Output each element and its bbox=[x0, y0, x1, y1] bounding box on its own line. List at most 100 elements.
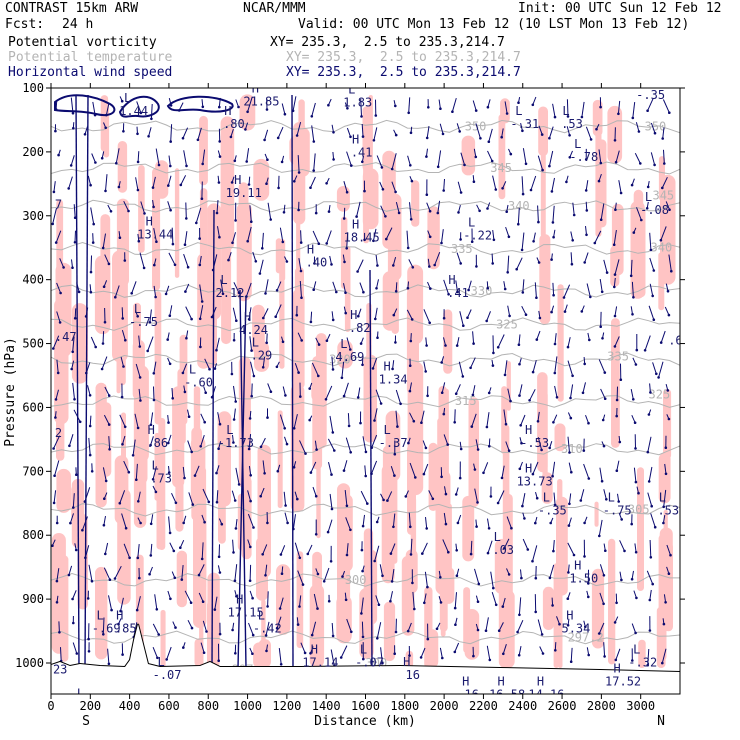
wind-vector bbox=[332, 281, 337, 293]
wind-vector bbox=[248, 465, 252, 476]
wind-vector bbox=[103, 414, 110, 425]
wind-vector-head bbox=[603, 397, 607, 401]
extremum-kind: H bbox=[613, 662, 620, 676]
wind-vector bbox=[471, 413, 477, 427]
wind-vector-head bbox=[623, 549, 626, 553]
terrain-layer bbox=[51, 623, 680, 694]
wind-vector bbox=[553, 492, 556, 505]
wind-vector-head bbox=[299, 269, 303, 273]
wind-vector-head bbox=[169, 140, 172, 143]
wind-vector bbox=[131, 281, 137, 294]
wind-vector bbox=[472, 385, 476, 396]
wind-vector bbox=[201, 542, 204, 559]
pv-blob bbox=[498, 114, 506, 200]
wind-vector-head bbox=[664, 601, 667, 604]
extremum-kind: L bbox=[543, 490, 550, 504]
wind-vector-head bbox=[553, 371, 557, 375]
wind-vector-head bbox=[566, 624, 570, 627]
wind-vector bbox=[408, 512, 411, 527]
wind-vector bbox=[664, 463, 667, 474]
y-tick-label: 700 bbox=[22, 464, 44, 478]
wind-vector bbox=[169, 542, 175, 552]
wind-vector-head bbox=[281, 340, 285, 344]
wind-vector-head bbox=[86, 597, 90, 600]
wind-vector bbox=[187, 440, 193, 453]
wind-vector bbox=[300, 230, 302, 243]
wind-vector-head bbox=[342, 469, 346, 472]
wind-vector-head bbox=[103, 320, 107, 324]
wind-vector-head bbox=[70, 367, 73, 371]
wind-vector-head bbox=[345, 553, 349, 557]
wind-vector bbox=[265, 621, 270, 636]
wind-vector-head bbox=[350, 630, 353, 634]
wind-vector-head bbox=[115, 161, 118, 165]
wind-vector-head bbox=[371, 367, 375, 370]
wind-vector-head bbox=[664, 446, 668, 450]
wind-vector-head bbox=[73, 241, 77, 244]
extremum-value: -.08 bbox=[640, 203, 669, 217]
wind-vector bbox=[472, 100, 477, 111]
wind-vector-head bbox=[52, 190, 56, 194]
wind-vector bbox=[505, 441, 510, 451]
pv-blob bbox=[279, 250, 285, 369]
wind-vector bbox=[631, 414, 636, 423]
wind-vector-head bbox=[124, 526, 128, 530]
extremum-kind: H bbox=[311, 642, 318, 656]
wind-vector-head bbox=[663, 162, 666, 165]
wind-vector-head bbox=[444, 522, 448, 526]
wind-vector-head bbox=[569, 396, 572, 400]
wind-vector bbox=[586, 647, 590, 656]
extremum-value: .85 bbox=[115, 621, 137, 635]
wind-vector-head bbox=[231, 628, 234, 632]
wind-vector-head bbox=[394, 104, 397, 108]
wind-vector-head bbox=[507, 573, 511, 576]
wind-vector-head bbox=[571, 239, 574, 242]
wind-vector-head bbox=[419, 656, 423, 659]
wind-vector bbox=[56, 359, 59, 373]
wind-vector bbox=[522, 148, 527, 164]
wind-vector-head bbox=[454, 392, 458, 396]
wind-vector bbox=[492, 230, 495, 240]
wind-vector-layer bbox=[51, 94, 673, 669]
extremum-kind: H bbox=[448, 273, 455, 287]
x-end-label-north: N bbox=[657, 714, 665, 729]
wind-vector-head bbox=[292, 427, 296, 430]
wind-vector-head bbox=[102, 523, 106, 527]
wind-vector-head bbox=[580, 310, 584, 313]
wind-vector-head bbox=[453, 606, 457, 610]
wind-vector-head bbox=[254, 260, 258, 263]
wind-vector bbox=[169, 305, 173, 316]
wind-vector-head bbox=[409, 525, 412, 529]
wind-vector bbox=[520, 569, 522, 579]
wind-vector-head bbox=[135, 608, 139, 612]
wind-vector-head bbox=[454, 623, 457, 626]
wind-vector-head bbox=[250, 394, 253, 398]
wind-vector bbox=[267, 383, 272, 392]
pv-blob bbox=[444, 388, 449, 516]
wind-vector bbox=[371, 434, 378, 448]
wind-vector-head bbox=[664, 472, 668, 476]
wind-vector-head bbox=[317, 343, 321, 346]
wind-vector-head bbox=[75, 652, 79, 655]
wind-vector bbox=[517, 619, 524, 633]
wind-vector-head bbox=[284, 394, 287, 397]
extremum-value: -.22 bbox=[463, 229, 492, 243]
wind-vector bbox=[150, 412, 154, 425]
wind-vector-head bbox=[265, 341, 269, 345]
wind-vector-head bbox=[477, 582, 481, 586]
wind-vector-head bbox=[425, 344, 428, 347]
pv-blob bbox=[154, 291, 162, 425]
wind-vector bbox=[392, 360, 395, 369]
wind-vector bbox=[451, 97, 457, 112]
wind-vector-head bbox=[58, 321, 62, 324]
wind-vector-head bbox=[251, 633, 255, 637]
wind-vector-head bbox=[235, 595, 238, 598]
wind-vector-head bbox=[614, 208, 617, 211]
wind-vector bbox=[233, 385, 237, 402]
wind-vector bbox=[279, 227, 284, 242]
wind-vector bbox=[392, 256, 397, 266]
wind-vector-head bbox=[599, 218, 603, 221]
header-init: Init: 00 UTC Sun 12 Feb 12 bbox=[518, 1, 722, 16]
wind-vector-head bbox=[327, 599, 331, 603]
wind-vector bbox=[663, 149, 665, 164]
